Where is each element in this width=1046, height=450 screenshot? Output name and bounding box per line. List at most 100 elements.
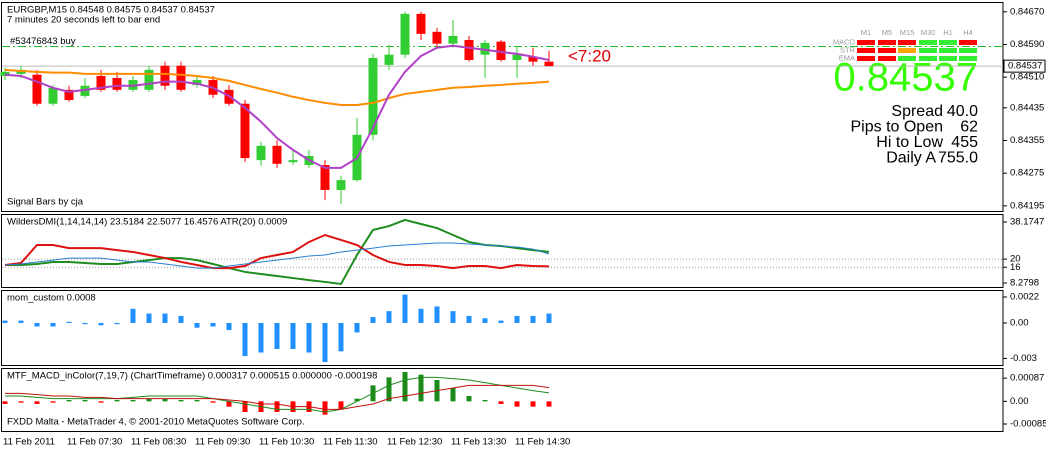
candle-body [528, 56, 538, 62]
y-tick-label: 0.84510 [1010, 72, 1044, 83]
y-tick-label: 0.00 [1010, 317, 1029, 328]
y-tick-label: 16 [1010, 262, 1021, 273]
candle-body [272, 145, 282, 164]
indicator-line [5, 384, 550, 410]
histogram-bar [386, 377, 392, 402]
histogram-bar [498, 320, 504, 323]
candle-body [384, 54, 394, 65]
histogram-bar [194, 400, 200, 402]
signal-cell [939, 56, 957, 61]
stat-value: 455 [951, 134, 978, 151]
timeframe-label: M30 [921, 28, 936, 37]
histogram-bar [466, 396, 472, 402]
signal-cell [898, 48, 916, 53]
x-tick-label: 11 Feb 12:30 [387, 437, 442, 448]
y-tick-label: -0.00085 [1010, 419, 1046, 430]
histogram-bar [514, 315, 520, 323]
x-tick-label: 11 Feb 2011 [3, 437, 55, 448]
x-tick-label: 11 Feb 08:30 [131, 437, 186, 448]
histogram-bar [402, 372, 408, 402]
histogram-bar [98, 322, 104, 326]
histogram-bar [50, 322, 56, 327]
histogram-bar [18, 401, 24, 403]
signal-cell [919, 56, 937, 61]
signal-cell [857, 56, 875, 61]
histogram-bar [482, 318, 488, 323]
candle-body [96, 75, 106, 90]
stat-value: 40.0 [947, 103, 978, 120]
histogram-bar [274, 322, 280, 349]
candle-body [48, 87, 58, 104]
histogram-bar [146, 398, 152, 402]
signal-cell [939, 40, 957, 45]
histogram-bar [402, 294, 408, 323]
timeframe-label: M5 [882, 28, 892, 37]
histogram-bar [210, 322, 216, 327]
signal-cell [939, 48, 957, 53]
histogram-bar [354, 322, 360, 333]
candle-body [112, 77, 122, 90]
signal-row-label: EMA [839, 53, 855, 62]
histogram-bar [530, 315, 536, 323]
histogram-bar [418, 308, 424, 323]
stat-label: Pips to Open [851, 119, 944, 136]
histogram-bar [210, 401, 216, 403]
candle-body [448, 35, 458, 44]
histogram-bar [178, 400, 184, 402]
histogram-bar [306, 322, 312, 353]
timeframe-label: M15 [900, 28, 915, 37]
y-tick-label: 0.00087 [1010, 373, 1044, 384]
signal-row-label: MACD [833, 37, 856, 46]
histogram-bar [370, 317, 376, 323]
y-tick-label: 0.00 [1010, 396, 1029, 407]
indicator-line [4, 233, 550, 270]
y-tick-label: 8.2798 [1010, 278, 1039, 289]
histogram-bar [2, 401, 8, 404]
pane-footnote: Signal Bars by cja [7, 197, 84, 208]
timeframe-label: M1 [861, 28, 871, 37]
histogram-bar [34, 401, 40, 404]
pane-frame [1, 368, 1004, 432]
candle-body [416, 13, 426, 34]
histogram-bar [82, 400, 88, 402]
signal-cell [898, 40, 916, 45]
histogram-bar [386, 311, 392, 323]
histogram-bar [194, 322, 200, 328]
indicator-line [4, 68, 550, 106]
y-tick-label: 0.0022 [1010, 291, 1039, 302]
histogram-bar [466, 315, 472, 323]
y-tick-label: -0.003 [1010, 353, 1037, 364]
indicator-line [4, 44, 550, 169]
histogram-bar [546, 401, 552, 407]
candle-body [544, 61, 554, 67]
histogram-bar [242, 322, 248, 357]
stat-label: Daily A [886, 150, 936, 167]
x-tick-label: 11 Feb 14:30 [515, 437, 570, 448]
candle-body [240, 103, 250, 159]
pane-subtitle: 7 minutes 20 seconds left to bar end [7, 15, 160, 26]
candle-body [288, 160, 298, 163]
pane-frame [1, 2, 1004, 212]
big-price: 0.84537 [833, 56, 978, 100]
indicator-line [5, 218, 550, 286]
candle-body [400, 13, 410, 55]
histogram-bar [98, 401, 104, 403]
y-tick-label: 0.84355 [1010, 135, 1044, 146]
x-tick-label: 11 Feb 13:30 [451, 437, 506, 448]
histogram-bar [354, 398, 360, 402]
histogram-bar [82, 322, 88, 325]
histogram-bar [178, 315, 184, 323]
candle-body [80, 85, 90, 96]
candle-body [512, 54, 522, 61]
histogram-bar [546, 313, 552, 323]
pane-footnote: FXDD Malta - MetaTrader 4, © 2001-2010 M… [7, 417, 305, 428]
timeframe-label: H4 [963, 28, 973, 37]
pane-title: MTF_MACD_inColor(7,19,7) (ChartTimeframe… [7, 371, 377, 382]
histogram-bar [2, 320, 8, 323]
candle-body [176, 65, 186, 90]
signal-cell [959, 40, 977, 45]
x-tick-label: 11 Feb 09:30 [195, 437, 250, 448]
x-tick-label: 11 Feb 10:30 [259, 437, 314, 448]
candle-body [144, 69, 154, 90]
